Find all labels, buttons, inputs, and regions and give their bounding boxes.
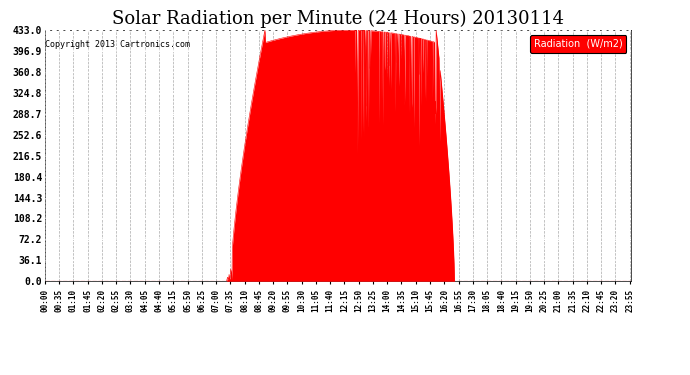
- Legend: Radiation  (W/m2): Radiation (W/m2): [530, 35, 627, 52]
- Text: Copyright 2013 Cartronics.com: Copyright 2013 Cartronics.com: [45, 40, 190, 49]
- Title: Solar Radiation per Minute (24 Hours) 20130114: Solar Radiation per Minute (24 Hours) 20…: [112, 10, 564, 28]
